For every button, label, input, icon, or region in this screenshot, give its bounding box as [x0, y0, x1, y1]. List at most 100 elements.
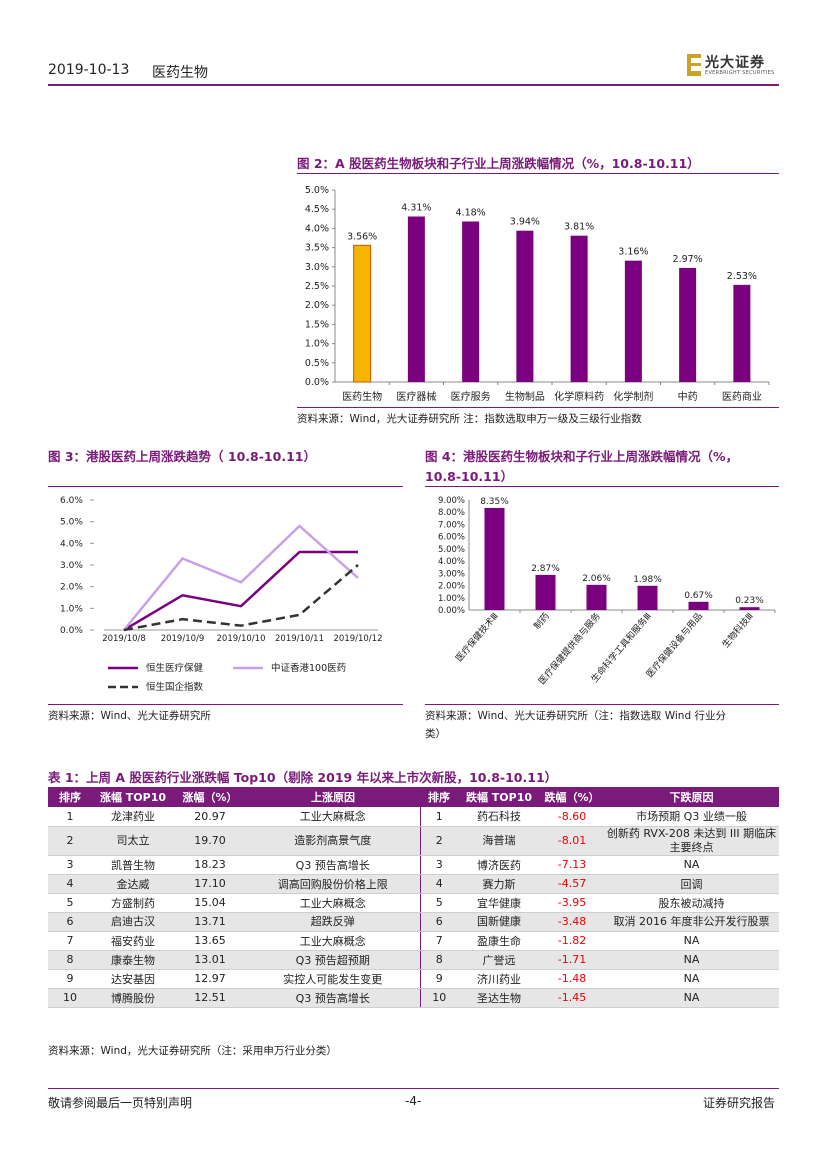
fig2-ytick-label: 0.5%	[305, 358, 329, 369]
fig4-category-label: 制药	[531, 610, 552, 632]
cell-gainer-name: 康泰生物	[92, 950, 174, 970]
cell-loss-reason: NA	[604, 855, 779, 875]
fig3-ytick-label: 1.0%	[60, 604, 83, 614]
cell-gain-reason: 工业大麻概念	[246, 931, 420, 951]
fig4-source-line1: 资料来源：Wind、光大证券研究所（注：指数选取 Wind 行业分	[425, 710, 726, 722]
cell-gain-reason: 造影剂高景气度	[246, 826, 420, 856]
cell-loser-name: 广誉远	[458, 950, 540, 970]
fig4-data-label: 1.98%	[633, 575, 662, 585]
fig2-data-label: 3.16%	[618, 247, 648, 258]
fig3-ytick-label: 5.0%	[60, 518, 83, 528]
fig2-category-label: 化学制剂	[613, 390, 653, 403]
table-row: 5 方盛制药 15.04 工业大麻概念 5 宜华健康 -3.95 股东被动减持	[48, 893, 779, 913]
fig4-category-label: 医疗保健技术Ⅲ	[453, 610, 501, 664]
fig3-legend-label: 中证香港100医药	[271, 662, 346, 674]
cell-loss-reason: NA	[604, 950, 779, 970]
cell-loss-pct: -3.95	[540, 893, 604, 913]
fig2-category-label: 医药生物	[342, 390, 382, 403]
col-gain-pct: 涨幅（%）	[174, 787, 246, 807]
table-row: 1 龙津药业 20.97 工业大麻概念 1 药石科技 -8.60 市场预期 Q3 业绩一般	[48, 807, 779, 827]
cell-rank-up: 4	[48, 874, 92, 894]
table-row: 6 启迪古汉 13.71 超跌反弹 6 国新健康 -3.48 取消 2016 年度非公开发行股…	[48, 912, 779, 932]
fig4-ytick-label: 1.00%	[438, 594, 465, 604]
table-row: 3 凯普生物 18.23 Q3 预告高增长 3 博济医药 -7.13 NA	[48, 855, 779, 875]
top10-table: 排序 涨幅 TOP10 涨幅（%） 上涨原因 排序 跌幅 TOP10 跌幅（%）…	[48, 787, 779, 1008]
table-header-row: 排序 涨幅 TOP10 涨幅（%） 上涨原因 排序 跌幅 TOP10 跌幅（%）…	[48, 787, 779, 807]
fig3-ytick-label: 0.0%	[60, 626, 83, 636]
fig3-source: 资料来源：Wind、光大证券研究所	[48, 710, 211, 722]
cell-loss-pct: -1.82	[540, 931, 604, 951]
cell-rank-down: 6	[419, 912, 458, 932]
fig4-ytick-label: 2.00%	[438, 582, 465, 592]
cell-gain-reason: Q3 预告高增长	[246, 855, 420, 875]
cell-loss-pct: -4.57	[540, 874, 604, 894]
fig2-title-rule	[297, 173, 779, 174]
col-loser-name: 跌幅 TOP10	[458, 787, 540, 807]
fig4-ytick-label: 9.00%	[438, 496, 465, 506]
fig4-ytick-label: 4.00%	[438, 557, 465, 567]
fig3-legend-label: 恒生国企指数	[146, 681, 204, 693]
cell-gain-pct: 17.10	[174, 874, 246, 894]
table1-title: 表 1：上周 A 股医药行业涨跌幅 Top10（剔除 2019 年以来上市次新股…	[48, 770, 558, 785]
logo-mark-icon	[687, 54, 701, 76]
cell-loser-name: 济川药业	[458, 969, 540, 989]
cell-rank-down: 7	[419, 931, 458, 951]
cell-rank-up: 2	[48, 826, 92, 856]
fig2-source: 资料来源：Wind，光大证券研究所 注：指数选取申万一级及三级行业指数	[297, 413, 642, 425]
cell-gain-pct: 18.23	[174, 855, 246, 875]
cell-loser-name: 宜华健康	[458, 893, 540, 913]
fig4-ytick-label: 7.00%	[438, 520, 465, 530]
cell-loss-pct: -1.48	[540, 969, 604, 989]
fig3-xtick-label: 2019/10/12	[334, 634, 383, 644]
table-row: 7 福安药业 13.65 工业大麻概念 7 盈康生命 -1.82 NA	[48, 931, 779, 951]
cell-gainer-name: 达安基因	[92, 969, 174, 989]
fig4-bar-chart: 0.00% 1.00% 2.00% 3.00% 4.00% 5.00% 6.00% 7.00%…	[438, 496, 776, 687]
cell-loser-name: 药石科技	[458, 807, 540, 827]
fig2-ytick-label: 1.5%	[305, 319, 329, 330]
logo-text-en: EVERBRIGHT SECURITIES	[705, 70, 775, 76]
cell-rank-down: 5	[419, 893, 458, 913]
cell-loss-pct: -7.13	[540, 855, 604, 875]
col-loss-pct: 跌幅（%）	[540, 787, 604, 807]
footer-divider	[48, 1088, 779, 1089]
fig2-bar-chart: 0.0% 0.5% 1.0% 1.5% 2.0% 2.5% 3.0% 3.5% 4.0% 4.5%…	[305, 185, 770, 403]
cell-loss-pct: -1.71	[540, 950, 604, 970]
fig2-data-label: 3.81%	[564, 222, 594, 233]
fig4-title-rule	[425, 486, 779, 487]
cell-loss-reason: NA	[604, 988, 779, 1008]
cell-loss-reason: NA	[604, 931, 779, 951]
fig4-data-label: 0.23%	[735, 596, 764, 606]
fig4-bar	[739, 607, 760, 610]
fig4-title-line1: 图 4：港股医药生物板块和子行业上周涨跌幅情况（%，	[425, 449, 739, 464]
cell-loser-name: 海普瑞	[458, 826, 540, 856]
fig4-data-label: 8.35%	[480, 497, 509, 507]
cell-gain-reason: 工业大麻概念	[246, 893, 420, 913]
cell-gainer-name: 方盛制药	[92, 893, 174, 913]
cell-gainer-name: 金达威	[92, 874, 174, 894]
cell-gainer-name: 龙津药业	[92, 807, 174, 827]
fig4-ytick-label: 5.00%	[438, 545, 465, 555]
cell-rank-down: 8	[419, 950, 458, 970]
cell-gain-pct: 19.70	[174, 826, 246, 856]
fig2-category-label: 生物制品	[505, 390, 545, 403]
cell-rank-down: 2	[419, 826, 458, 856]
fig2-ytick-label: 2.0%	[305, 300, 329, 311]
logo-text-cn: 光大证券	[705, 55, 765, 71]
fig3-line-chart: 0.0% 1.0% 2.0% 3.0% 4.0% 5.0% 6.0% 2019/10/8 201…	[60, 496, 383, 693]
fig3-ytick-label: 4.0%	[60, 539, 83, 549]
header-divider	[48, 84, 779, 86]
cell-gain-reason: Q3 预告高增长	[246, 988, 420, 1008]
col-gainer-name: 涨幅 TOP10	[92, 787, 174, 807]
fig2-bar	[516, 230, 534, 382]
fig2-bar	[462, 221, 480, 382]
fig2-category-label: 医疗器械	[396, 390, 436, 403]
fig4-ytick-label: 3.00%	[438, 569, 465, 579]
fig3-xtick-label: 2019/10/8	[102, 634, 146, 644]
fig3-ytick-label: 3.0%	[60, 561, 83, 571]
fig2-ytick-label: 3.5%	[305, 243, 329, 254]
fig4-bar	[637, 585, 658, 610]
cell-gain-pct: 13.01	[174, 950, 246, 970]
fig2-bar	[353, 244, 372, 383]
cell-loss-pct: -8.01	[540, 826, 604, 856]
fig2-data-label: 2.97%	[673, 254, 703, 265]
